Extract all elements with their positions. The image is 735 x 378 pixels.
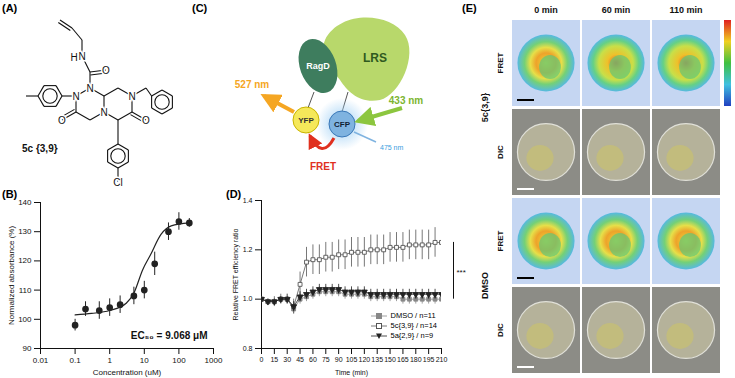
svg-text:0 min: 0 min [534, 5, 558, 15]
svg-text:180: 180 [410, 356, 422, 363]
svg-text:N: N [78, 51, 85, 62]
svg-text:Relative FRET efficiency ratio: Relative FRET efficiency ratio [232, 228, 240, 320]
svg-text:1.0: 1.0 [243, 295, 253, 302]
svg-text:5c{3,9}: 5c{3,9} [480, 92, 490, 122]
svg-text:N: N [72, 91, 79, 102]
svg-text:LRS: LRS [363, 51, 387, 65]
html-text:5c{3,9} / n=14: 5c{3,9} / n=14 [390, 321, 437, 330]
svg-text:1.4: 1.4 [243, 197, 253, 204]
svg-text:150: 150 [384, 356, 396, 363]
svg-text:135: 135 [371, 356, 383, 363]
svg-text:0.01: 0.01 [33, 356, 49, 365]
svg-text:90: 90 [23, 344, 32, 353]
svg-text:165: 165 [397, 356, 409, 363]
svg-text:100: 100 [172, 356, 186, 365]
html-text:(D): (D) [226, 188, 242, 200]
svg-text:527 nm: 527 nm [235, 79, 270, 90]
svg-text:1.2: 1.2 [243, 246, 253, 253]
html-text:(E): (E) [462, 2, 477, 14]
svg-text:FRET: FRET [496, 230, 505, 251]
svg-text:EC₅₀ = 9.068 μM: EC₅₀ = 9.068 μM [131, 330, 208, 341]
svg-text:0.1: 0.1 [70, 356, 82, 365]
svg-text:75: 75 [322, 356, 330, 363]
svg-text:210: 210 [436, 356, 448, 363]
svg-text:15: 15 [270, 356, 278, 363]
svg-text:475 nm: 475 nm [380, 144, 404, 151]
svg-text:Normalized absorbance (%): Normalized absorbance (%) [7, 226, 16, 325]
svg-text:60: 60 [309, 356, 317, 363]
svg-text:O: O [58, 115, 66, 126]
svg-text:Cl: Cl [113, 177, 122, 187]
svg-text:110: 110 [19, 286, 32, 295]
svg-text:1: 1 [107, 356, 112, 365]
html-text:(C): (C) [192, 2, 208, 14]
svg-text:FRET: FRET [310, 161, 336, 172]
html-text:(A): (A) [2, 2, 18, 14]
svg-text:10: 10 [140, 356, 149, 365]
svg-text:60 min: 60 min [602, 5, 631, 15]
svg-text:FRET: FRET [496, 52, 505, 73]
svg-text:105: 105 [346, 356, 358, 363]
svg-text:433 nm: 433 nm [389, 95, 424, 106]
svg-text:100: 100 [18, 315, 32, 324]
svg-text:0: 0 [260, 356, 264, 363]
svg-text:O: O [142, 115, 150, 126]
svg-text:90: 90 [335, 356, 343, 363]
svg-text:30: 30 [283, 356, 291, 363]
svg-text:N: N [100, 107, 107, 118]
svg-text:DIC: DIC [496, 323, 505, 337]
svg-text:H: H [70, 52, 77, 63]
svg-text:CFP: CFP [334, 120, 351, 129]
svg-text:120: 120 [18, 256, 32, 265]
svg-text:195: 195 [423, 356, 435, 363]
svg-text:***: *** [457, 268, 466, 277]
svg-text:140: 140 [18, 198, 32, 207]
svg-text:N: N [128, 91, 135, 102]
svg-text:Time (min): Time (min) [335, 369, 368, 377]
svg-text:DIC: DIC [496, 145, 505, 159]
svg-text:O: O [102, 65, 110, 76]
svg-text:45: 45 [296, 356, 304, 363]
svg-text:110 min: 110 min [669, 5, 702, 15]
html-text:5a{2,9} / n=9: 5a{2,9} / n=9 [390, 331, 434, 340]
svg-text:RagD: RagD [306, 61, 330, 71]
svg-text:N: N [86, 83, 93, 94]
svg-text:0.8: 0.8 [243, 345, 253, 352]
svg-text:120: 120 [359, 356, 371, 363]
html-text:(B): (B) [2, 188, 18, 200]
html-text:DMSO / n=11: DMSO / n=11 [390, 311, 436, 320]
svg-text:130: 130 [18, 227, 32, 236]
svg-text:Concentration (uM): Concentration (uM) [93, 368, 162, 377]
svg-text:1000: 1000 [205, 356, 223, 365]
svg-text:YFP: YFP [298, 116, 314, 125]
svg-text:DMSO: DMSO [480, 272, 490, 299]
svg-text:5c {3,9}: 5c {3,9} [22, 143, 58, 154]
